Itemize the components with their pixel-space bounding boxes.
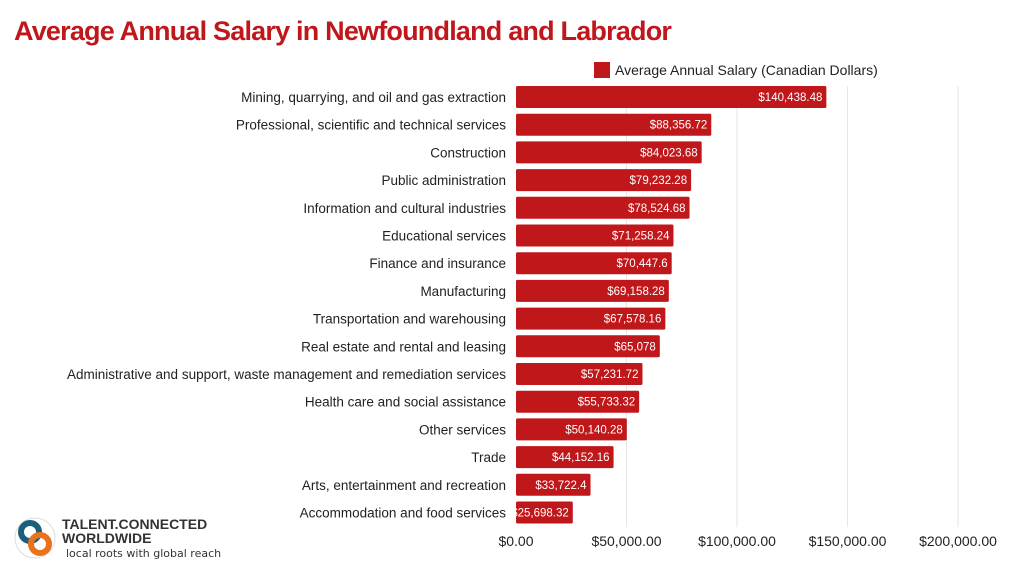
data-label: $44,152.16 <box>552 452 610 464</box>
bar <box>516 169 692 192</box>
bar <box>516 279 669 302</box>
data-label: $55,733.32 <box>578 397 636 409</box>
chart-title: Average Annual Salary in Newfoundland an… <box>14 16 672 46</box>
category-label: Other services <box>419 422 506 437</box>
x-tick-label: $50,000.00 <box>591 533 661 549</box>
category-label: Trade <box>471 450 506 465</box>
x-tick-label: $200,000.00 <box>919 533 997 549</box>
data-label: $33,722.4 <box>535 480 587 492</box>
bar <box>516 390 640 413</box>
category-label: Public administration <box>381 173 506 188</box>
data-label: $140,438.48 <box>758 92 822 104</box>
category-label: Arts, entertainment and recreation <box>302 478 506 493</box>
talent-connected-logo: TALENT.CONNECTED WORLDWIDE local roots wi… <box>14 515 244 565</box>
bar <box>516 501 573 524</box>
bar <box>516 224 674 247</box>
category-label: Educational services <box>382 229 506 244</box>
bar <box>516 446 614 469</box>
category-label: Finance and insurance <box>369 256 506 271</box>
data-label: $25,698.32 <box>511 508 569 520</box>
category-label: Real estate and rental and leasing <box>301 339 506 354</box>
category-label: Professional, scientific and technical s… <box>236 118 506 133</box>
data-label: $84,023.68 <box>640 147 698 159</box>
logo-tagline: local roots with global reach <box>66 547 222 560</box>
data-label: $67,578.16 <box>604 314 662 326</box>
legend-swatch <box>594 62 610 78</box>
bar <box>516 113 712 136</box>
bar <box>516 363 643 385</box>
category-label: Accommodation and food services <box>300 506 507 521</box>
bar <box>516 473 591 496</box>
category-label: Manufacturing <box>420 284 506 299</box>
x-tick-label: $0.00 <box>498 533 533 549</box>
bar <box>516 335 660 358</box>
category-label: Mining, quarrying, and oil and gas extra… <box>241 90 506 105</box>
data-label: $88,356.72 <box>650 120 708 132</box>
bar <box>516 252 672 275</box>
category-label: Administrative and support, waste manage… <box>67 367 506 382</box>
legend-label: Average Annual Salary (Canadian Dollars) <box>615 62 878 78</box>
logo-mark-icon <box>14 517 56 559</box>
x-tick-label: $150,000.00 <box>809 533 887 549</box>
data-label: $78,524.68 <box>628 203 686 215</box>
logo-text: TALENT.CONNECTED WORLDWIDE <box>62 516 208 546</box>
data-label: $50,140.28 <box>565 424 623 436</box>
x-tick-label: $100,000.00 <box>698 533 776 549</box>
data-label: $57,231.72 <box>581 369 639 381</box>
category-label: Health care and social assistance <box>305 395 506 410</box>
data-label: $71,258.24 <box>612 231 670 243</box>
bar <box>516 141 702 164</box>
bar <box>516 307 666 330</box>
data-label: $69,158.28 <box>607 286 665 298</box>
data-label: $79,232.28 <box>630 175 688 187</box>
category-label: Transportation and warehousing <box>313 312 506 327</box>
data-label: $65,078 <box>614 341 656 353</box>
bar <box>516 86 827 108</box>
bar <box>516 418 627 441</box>
bar <box>516 196 690 219</box>
data-label: $70,447.6 <box>617 258 668 270</box>
category-label: Construction <box>430 145 506 160</box>
category-label: Information and cultural industries <box>303 201 506 216</box>
